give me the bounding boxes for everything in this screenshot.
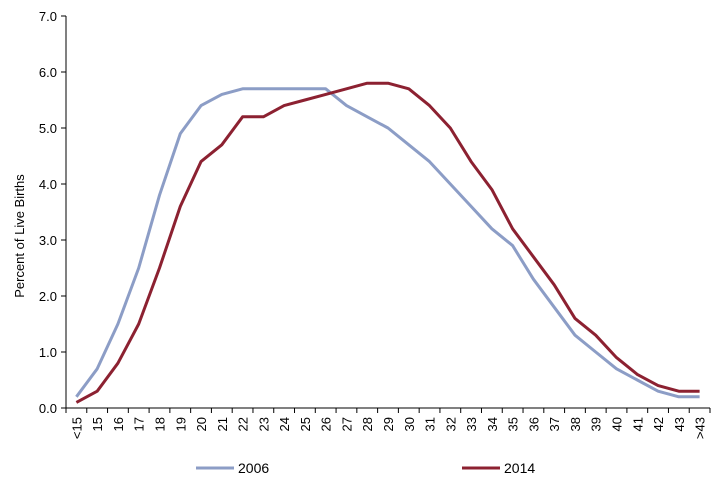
x-tick-label: 33	[464, 417, 479, 431]
x-tick-label: 40	[610, 417, 625, 431]
series-line-2006	[75, 87, 700, 399]
y-tick-label: 0.0	[39, 401, 57, 416]
axes	[65, 16, 710, 409]
y-axis-title: Percent of Live Births	[12, 174, 27, 298]
x-tick-label: >43	[693, 417, 708, 439]
y-tick-label: 7.0	[39, 9, 57, 24]
series-layer	[75, 81, 700, 404]
y-tick-label: 2.0	[39, 289, 57, 304]
x-tick-label: 39	[589, 417, 604, 431]
x-tick-label: 18	[152, 417, 167, 431]
y-tick-label: 1.0	[39, 345, 57, 360]
x-tick-label: 21	[215, 417, 230, 431]
x-axis-ticks: <15 15 16 17 18 19 20 21 22 23 24 25 26 27 28 29 30 31 32 3…	[65, 408, 711, 439]
x-tick-label: 24	[277, 417, 292, 431]
y-tick-label: 3.0	[39, 233, 57, 248]
x-tick-label: 29	[381, 417, 396, 431]
x-tick-label: <15	[69, 417, 84, 439]
x-tick-label: 17	[132, 417, 147, 431]
x-tick-label: 36	[526, 417, 541, 431]
x-tick-label: 42	[651, 417, 666, 431]
x-tick-label: 38	[568, 417, 583, 431]
x-tick-label: 15	[90, 417, 105, 431]
x-tick-label: 32	[443, 417, 458, 431]
y-axis-ticks: 0.0 1.0 2.0 3.0 4.0 5.0 6.0 7.0	[39, 9, 66, 416]
x-tick-label: 28	[360, 417, 375, 431]
x-tick-label: 37	[547, 417, 562, 431]
y-tick-label: 6.0	[39, 65, 57, 80]
legend-label-2006: 2006	[238, 460, 269, 476]
x-tick-label: 20	[194, 417, 209, 431]
x-tick-label: 25	[298, 417, 313, 431]
x-tick-label: 41	[630, 417, 645, 431]
x-tick-label: 43	[672, 417, 687, 431]
x-tick-label: 23	[256, 417, 271, 431]
y-tick-label: 5.0	[39, 121, 57, 136]
x-tick-label: 22	[236, 417, 251, 431]
x-tick-label: 30	[402, 417, 417, 431]
legend: 2006 2014	[196, 460, 535, 476]
x-tick-label: 16	[111, 417, 126, 431]
x-tick-label: 35	[506, 417, 521, 431]
legend-label-2014: 2014	[504, 460, 535, 476]
x-tick-label: 19	[173, 417, 188, 431]
x-tick-label: 31	[423, 417, 438, 431]
x-tick-label: 26	[319, 417, 334, 431]
y-tick-label: 4.0	[39, 177, 57, 192]
x-tick-label: 34	[485, 417, 500, 431]
x-tick-label: 27	[339, 417, 354, 431]
series-line-2014	[75, 81, 700, 404]
